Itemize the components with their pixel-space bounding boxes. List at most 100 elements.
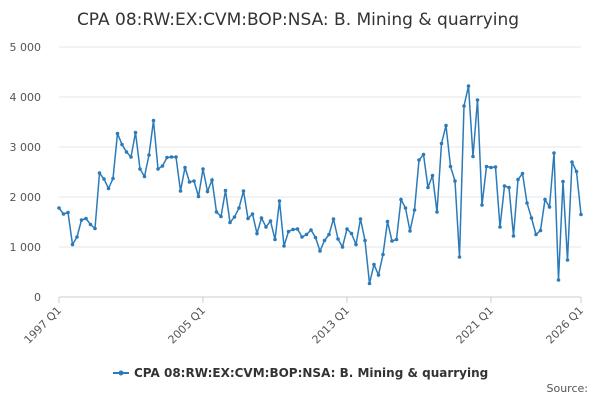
- point: [142, 174, 147, 179]
- point: [439, 141, 444, 146]
- point: [529, 216, 534, 220]
- point: [165, 155, 169, 160]
- x-tick-label: 2013 Q1: [310, 304, 353, 347]
- legend-marker: [118, 370, 124, 376]
- point: [313, 235, 318, 240]
- point: [291, 227, 295, 232]
- point: [444, 123, 448, 128]
- point: [511, 234, 516, 238]
- point: [498, 225, 502, 229]
- point: [336, 237, 340, 241]
- point: [570, 160, 574, 164]
- point: [435, 210, 439, 214]
- point: [115, 131, 120, 136]
- point: [120, 142, 124, 147]
- point: [318, 249, 322, 253]
- point: [489, 165, 493, 170]
- point: [61, 212, 66, 216]
- point: [309, 228, 313, 232]
- point: [196, 194, 201, 199]
- y-tick-label: 3 000: [10, 141, 42, 154]
- point: [187, 180, 192, 184]
- point: [453, 179, 457, 183]
- point: [214, 210, 219, 214]
- point: [471, 154, 475, 159]
- point: [147, 153, 151, 157]
- point: [574, 169, 579, 174]
- point: [169, 155, 174, 159]
- point: [561, 179, 565, 184]
- line: [58, 85, 582, 284]
- point: [466, 84, 471, 88]
- point: [421, 152, 426, 157]
- point: [246, 216, 250, 221]
- y-tick-label: 5 000: [10, 41, 42, 54]
- point: [66, 210, 70, 215]
- point: [129, 155, 133, 159]
- point: [349, 231, 354, 236]
- point: [102, 177, 106, 181]
- point: [304, 232, 309, 237]
- point: [286, 229, 291, 234]
- point: [345, 227, 349, 231]
- point: [340, 245, 345, 249]
- point: [462, 104, 466, 108]
- point: [448, 164, 453, 169]
- point: [534, 232, 538, 237]
- x-tick-label: 1997 Q1: [22, 304, 65, 347]
- point: [475, 98, 480, 102]
- point: [565, 258, 570, 262]
- point: [183, 165, 187, 170]
- point: [282, 244, 286, 248]
- point: [111, 176, 115, 181]
- point: [106, 186, 111, 191]
- point: [367, 281, 372, 286]
- point: [75, 235, 79, 239]
- point: [273, 237, 277, 242]
- point: [138, 167, 142, 171]
- point: [264, 225, 268, 229]
- point: [219, 214, 223, 219]
- point: [552, 151, 556, 155]
- point: [88, 222, 93, 227]
- point: [241, 189, 246, 193]
- point: [381, 252, 385, 257]
- point: [277, 199, 282, 203]
- point: [556, 278, 561, 282]
- point: [97, 171, 102, 175]
- point: [57, 206, 61, 210]
- y-tick-label: 1 000: [10, 241, 42, 254]
- point: [417, 158, 421, 162]
- legend-label: CPA 08:RW:EX:CVM:BOP:NSA: B. Mining & qu…: [134, 366, 488, 380]
- point: [538, 228, 543, 233]
- point: [480, 203, 484, 207]
- point: [390, 239, 394, 243]
- point: [493, 165, 498, 169]
- point: [372, 262, 376, 267]
- point: [394, 237, 399, 242]
- point: [412, 208, 417, 212]
- point: [178, 189, 183, 193]
- point: [457, 255, 462, 259]
- point: [516, 177, 520, 182]
- point: [250, 212, 255, 216]
- point: [70, 242, 75, 247]
- point: [151, 118, 156, 123]
- point: [403, 206, 408, 210]
- point: [223, 188, 228, 193]
- point: [430, 173, 435, 178]
- point: [133, 130, 138, 135]
- point: [210, 178, 214, 182]
- source: Source:: [547, 382, 589, 395]
- point: [237, 206, 241, 210]
- point: [399, 197, 403, 202]
- point: [192, 179, 196, 183]
- point: [547, 205, 552, 209]
- point: [79, 218, 84, 222]
- point: [426, 185, 430, 190]
- y-tick-label: 4 000: [10, 91, 42, 104]
- point: [228, 220, 232, 225]
- y-tick-label: 2 000: [10, 191, 42, 204]
- point: [525, 201, 529, 205]
